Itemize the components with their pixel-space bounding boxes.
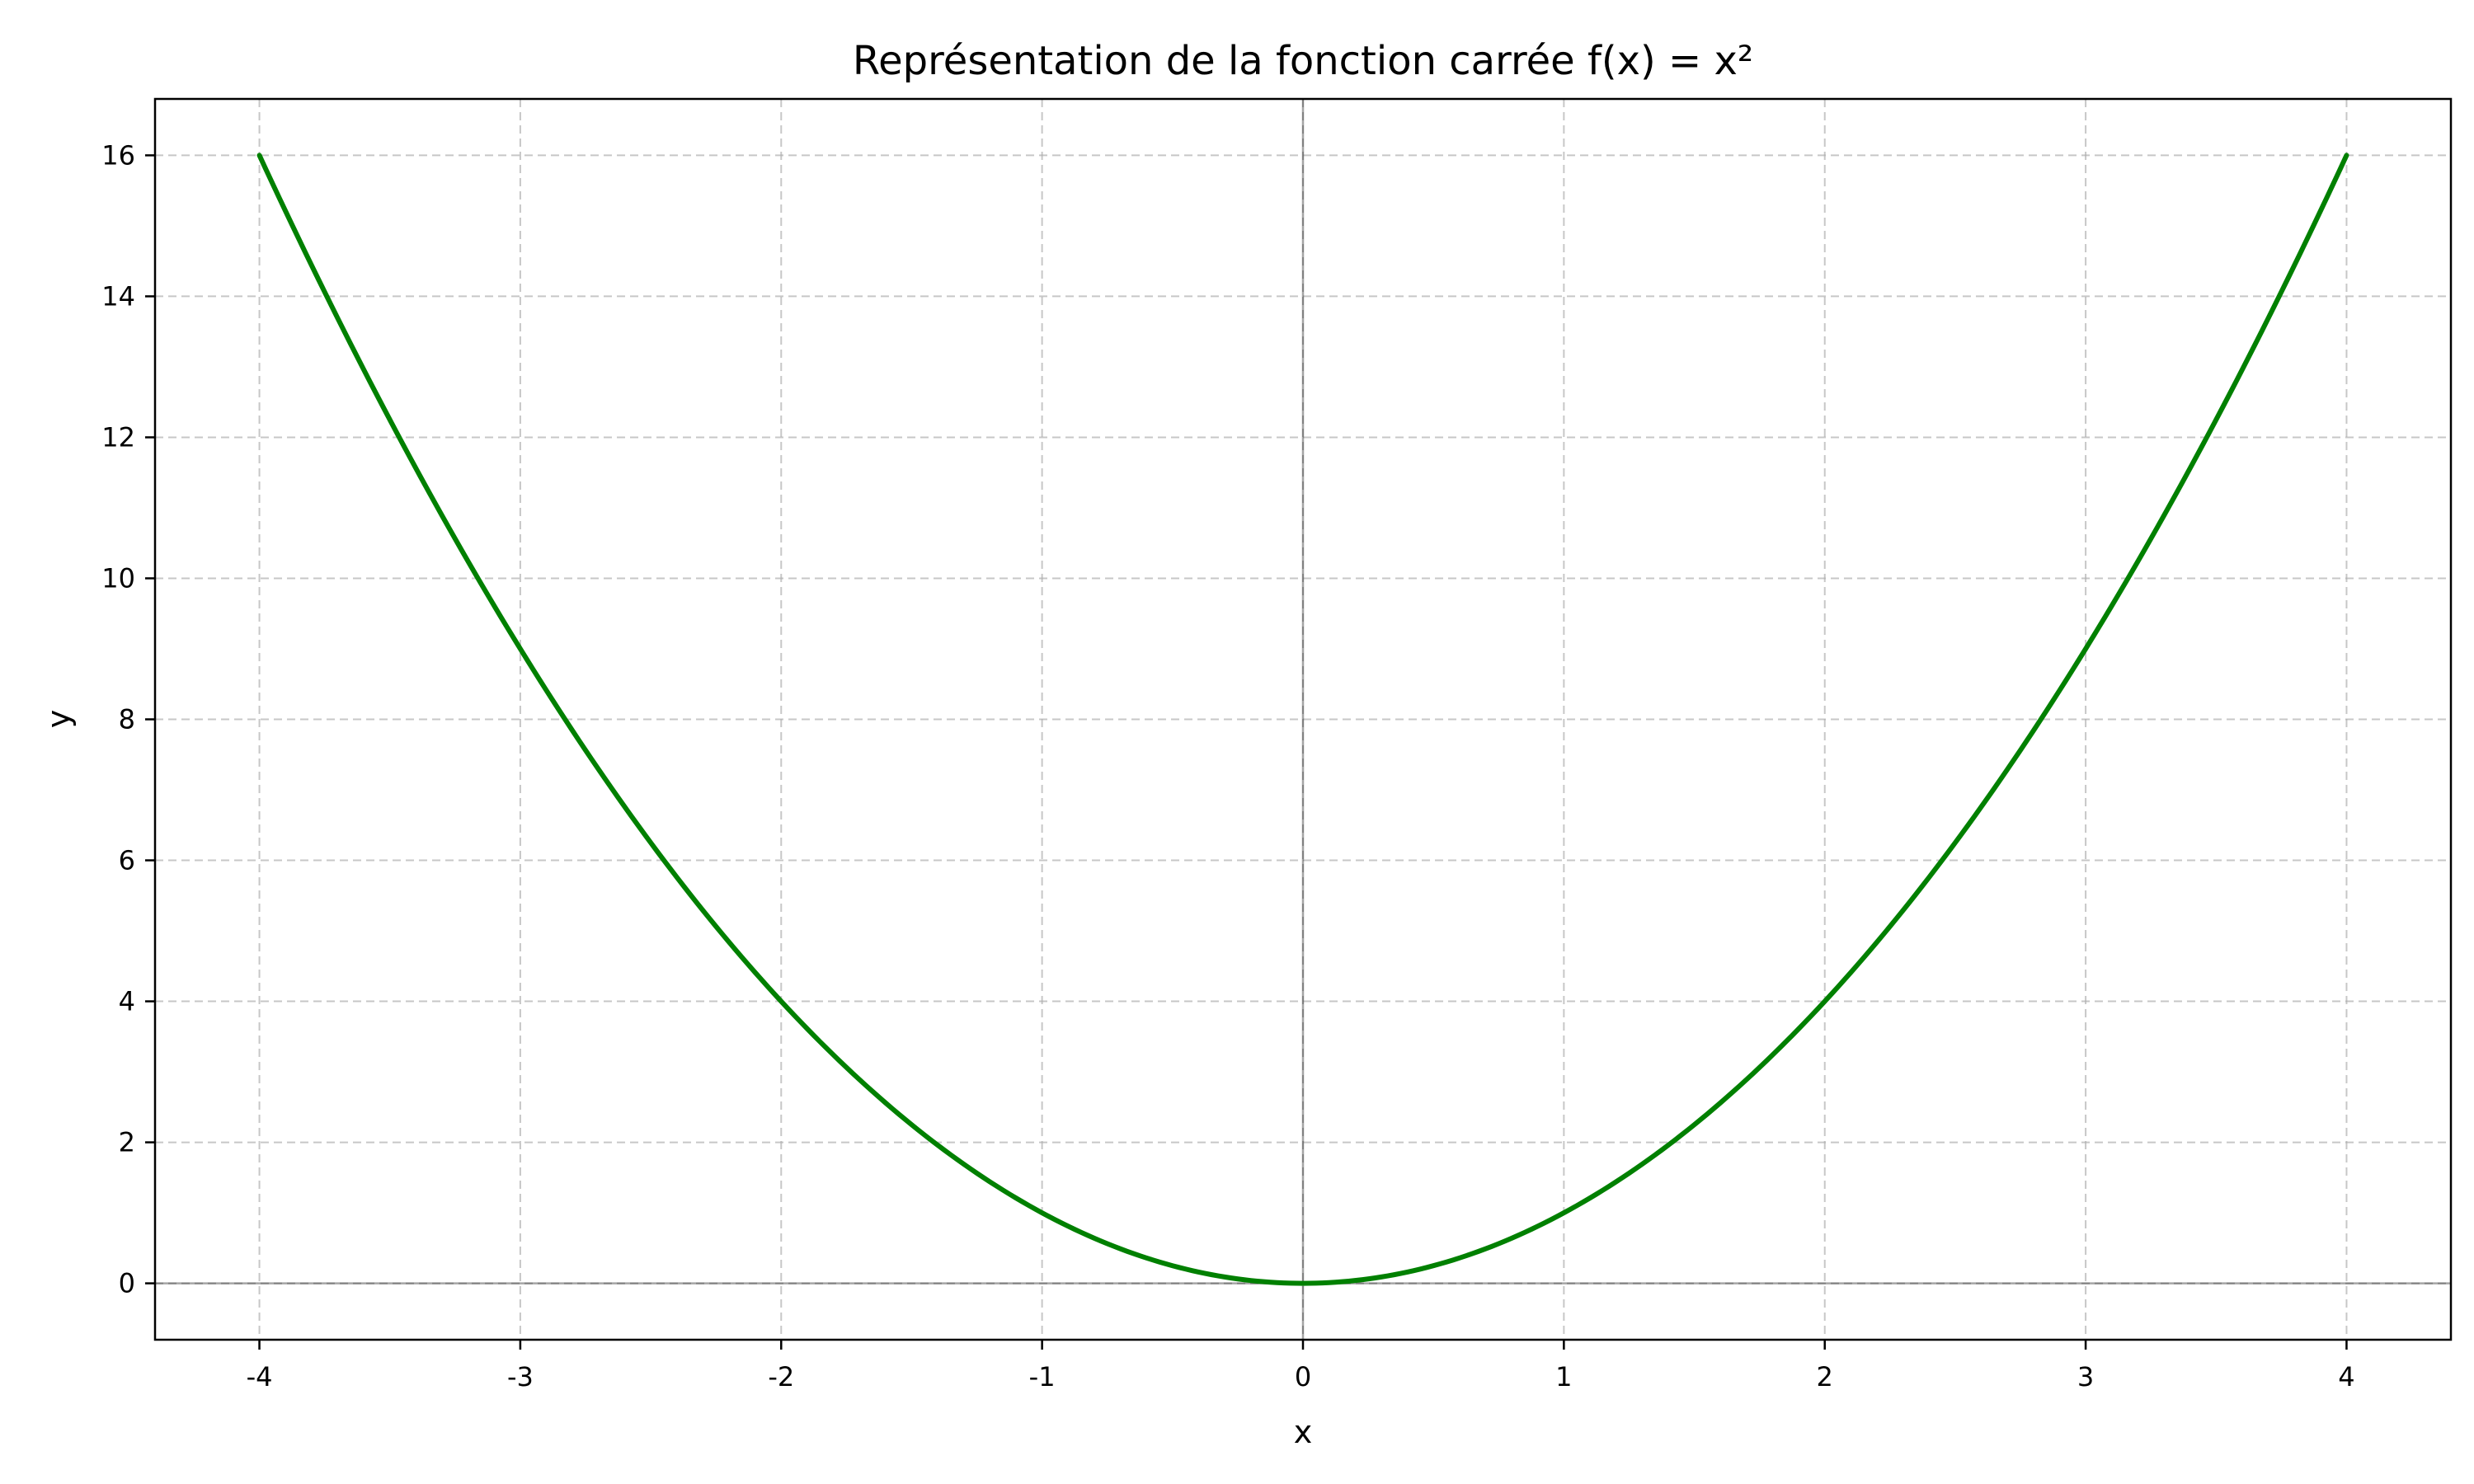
x-tick-label: 0: [1295, 1361, 1311, 1392]
y-tick-label: 6: [119, 845, 135, 876]
series-line: [256, 153, 2349, 1286]
series-layer: [256, 153, 2349, 1286]
y-tick-label: 12: [101, 421, 135, 453]
y-tick-label: 0: [119, 1268, 135, 1299]
y-axis-label: y: [40, 710, 77, 729]
y-tick-label: 2: [119, 1127, 135, 1158]
grid-lines: [155, 99, 2451, 1340]
y-tick-label: 10: [101, 562, 135, 594]
x-tick-label: 1: [1555, 1361, 1572, 1392]
x-tick-label: 2: [1817, 1361, 1833, 1392]
y-tick-label: 16: [101, 139, 135, 171]
y-tick-label: 4: [119, 986, 135, 1017]
x-tick-label: -2: [768, 1361, 794, 1392]
y-tick-label: 14: [101, 280, 135, 312]
x-tick-label: -1: [1029, 1361, 1056, 1392]
chart-title: Représentation de la fonction carrée f(x…: [853, 38, 1753, 84]
x-tick-label: -3: [507, 1361, 534, 1392]
x-tick-label: -4: [247, 1361, 273, 1392]
x-tick-label: 3: [2077, 1361, 2094, 1392]
y-tick-label: 8: [119, 704, 135, 735]
x-tick-label: 4: [2338, 1361, 2354, 1392]
x-axis-label: x: [1294, 1414, 1313, 1450]
